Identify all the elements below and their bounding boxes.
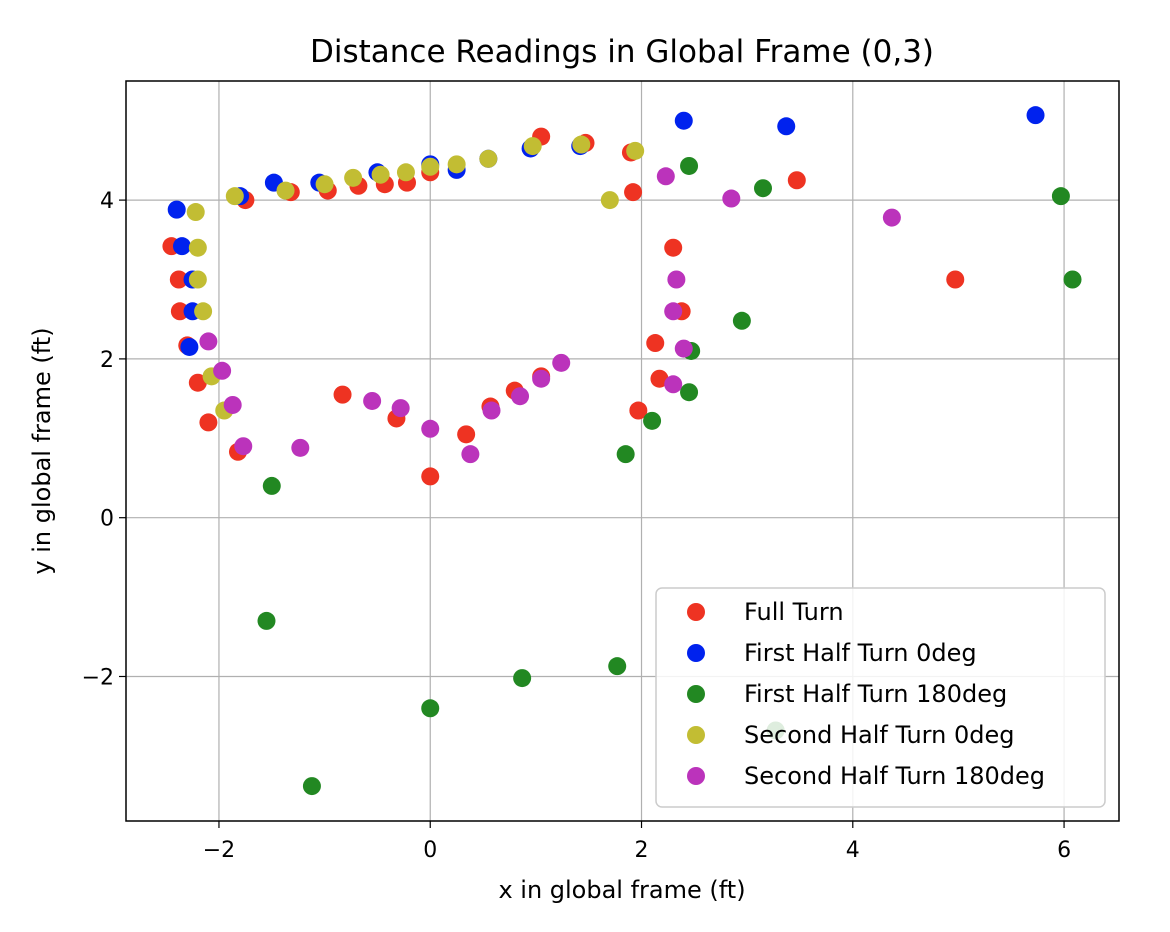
- data-point: [333, 385, 352, 404]
- data-point: [223, 395, 242, 414]
- legend-label: Second Half Turn 0deg: [744, 721, 1014, 749]
- data-point: [188, 270, 207, 289]
- y-tick-label: 4: [100, 189, 114, 214]
- data-point: [1026, 106, 1045, 125]
- data-point: [680, 383, 699, 402]
- legend-label: First Half Turn 0deg: [744, 639, 977, 667]
- data-point: [225, 187, 244, 206]
- data-point: [624, 183, 643, 202]
- data-point: [777, 117, 796, 136]
- data-point: [461, 445, 480, 464]
- data-point: [172, 237, 191, 256]
- data-point: [371, 165, 390, 184]
- data-point: [199, 332, 218, 351]
- data-point: [646, 334, 665, 353]
- data-point: [457, 425, 476, 444]
- chart-title: Distance Readings in Global Frame (0,3): [310, 34, 934, 70]
- data-point: [1063, 270, 1082, 289]
- legend-marker: [687, 644, 705, 662]
- legend-label: Full Turn: [744, 598, 844, 626]
- data-point: [513, 669, 532, 688]
- data-point: [447, 155, 466, 174]
- y-tick-label: 2: [100, 348, 114, 373]
- x-tick-label: 0: [423, 838, 437, 863]
- data-point: [664, 238, 683, 257]
- data-point: [199, 413, 218, 432]
- data-point: [650, 369, 669, 388]
- data-point: [882, 208, 901, 227]
- data-point: [186, 203, 205, 222]
- data-point: [363, 391, 382, 410]
- data-point: [600, 191, 619, 210]
- data-point: [674, 339, 693, 358]
- data-point: [315, 175, 334, 194]
- data-point: [572, 135, 591, 154]
- data-point: [213, 361, 232, 380]
- data-point: [946, 270, 965, 289]
- data-point: [532, 369, 551, 388]
- data-point: [732, 311, 751, 330]
- data-point: [257, 611, 276, 630]
- data-point: [643, 411, 662, 430]
- data-point: [552, 353, 571, 372]
- x-tick-label: 2: [635, 838, 649, 863]
- data-point: [626, 141, 645, 160]
- data-point: [479, 149, 498, 168]
- y-tick-label: −2: [82, 665, 114, 690]
- data-point: [234, 437, 253, 456]
- data-point: [194, 302, 213, 321]
- legend-box: [655, 587, 1106, 808]
- data-point: [667, 270, 686, 289]
- data-point: [421, 419, 440, 438]
- data-point: [787, 171, 806, 190]
- x-tick-label: 4: [846, 838, 860, 863]
- data-point: [664, 375, 683, 394]
- data-point: [482, 401, 501, 420]
- data-point: [169, 270, 188, 289]
- data-point: [421, 467, 440, 486]
- data-point: [344, 168, 363, 187]
- data-point: [170, 302, 189, 321]
- data-point: [167, 200, 186, 219]
- data-point: [664, 302, 683, 321]
- legend-label: First Half Turn 180deg: [744, 680, 1007, 708]
- data-point: [421, 699, 440, 718]
- data-point: [291, 438, 310, 457]
- data-point: [629, 401, 648, 420]
- y-tick-label: 0: [100, 507, 114, 532]
- y-axis-label: y in global frame (ft): [28, 327, 56, 574]
- legend-marker: [687, 767, 705, 785]
- legend: Full Turn First Half Turn 0deg First Half …: [655, 587, 1106, 808]
- data-point: [722, 189, 741, 208]
- data-point: [262, 476, 281, 495]
- data-point: [188, 238, 207, 257]
- legend-marker: [687, 603, 705, 621]
- data-point: [396, 163, 415, 182]
- data-point: [656, 167, 675, 186]
- data-points: [162, 106, 1082, 796]
- data-point: [674, 111, 693, 130]
- data-point: [680, 156, 699, 175]
- data-point: [753, 179, 772, 198]
- data-point: [421, 157, 440, 176]
- data-point: [302, 777, 321, 796]
- x-tick-label: 6: [1057, 838, 1071, 863]
- data-point: [188, 373, 207, 392]
- data-point: [608, 657, 627, 676]
- legend-label: Second Half Turn 180deg: [744, 762, 1045, 790]
- legend-marker: [687, 685, 705, 703]
- data-point: [180, 337, 199, 356]
- data-point: [511, 387, 530, 406]
- data-point: [616, 445, 635, 464]
- data-point: [1051, 187, 1070, 206]
- data-point: [276, 181, 295, 200]
- data-point: [391, 399, 410, 418]
- plot-frame: [125, 80, 1120, 822]
- legend-marker: [687, 726, 705, 744]
- x-axis-label: x in global frame (ft): [498, 876, 745, 904]
- x-tick-label: −2: [203, 838, 235, 863]
- data-point: [523, 137, 542, 156]
- axis-ticks: −2 0 2 4 6 −2 0 2 4: [82, 189, 1072, 863]
